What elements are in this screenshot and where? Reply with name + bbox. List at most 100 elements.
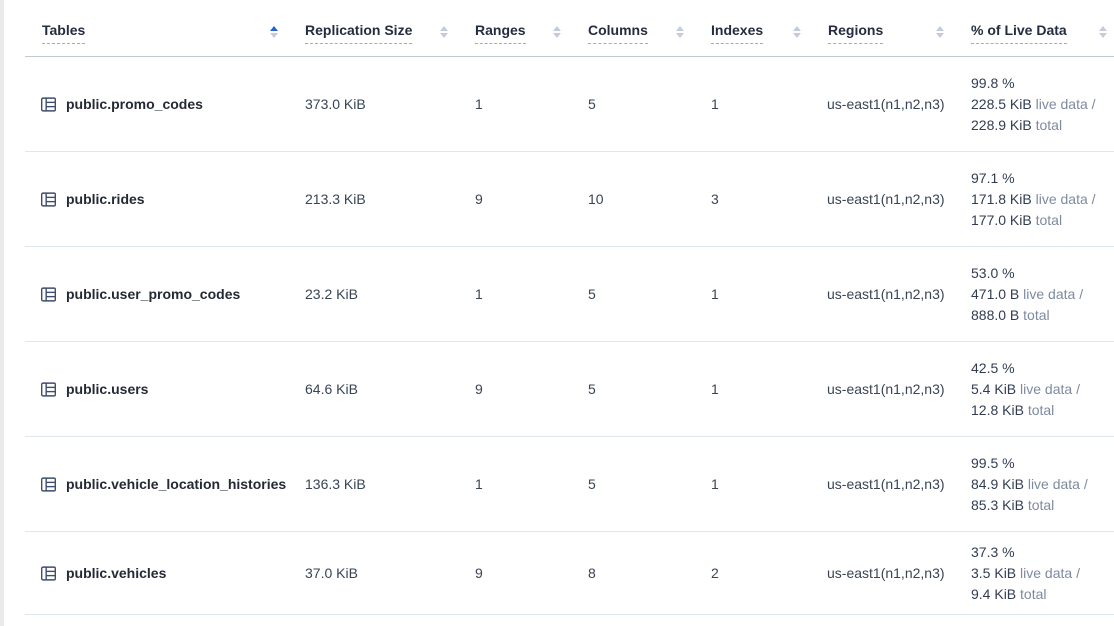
live-percent: 99.8 %	[971, 74, 1015, 91]
replication-size-cell: 64.6 KiB	[305, 381, 358, 397]
column-header-indexes[interactable]: Indexes	[696, 0, 813, 56]
ranges-cell: 1	[475, 476, 483, 492]
regions-cell: us-east1(n1,n2,n3)	[827, 565, 945, 581]
column-header-label: Indexes	[711, 22, 764, 44]
indexes-cell: 3	[711, 191, 719, 207]
total-data-line: 12.8 KiB total	[971, 401, 1055, 418]
column-header-columns[interactable]: Columns	[573, 0, 696, 56]
table-icon	[40, 381, 57, 398]
column-header-replication-size[interactable]: Replication Size	[290, 0, 460, 56]
column-header-live-data[interactable]: % of Live Data	[956, 0, 1114, 56]
total-data-line: 888.0 B total	[971, 306, 1050, 323]
table-row: public.vehicle_location_histories 136.3 …	[25, 437, 1114, 532]
indexes-cell: 1	[711, 381, 719, 397]
table-header-row: Tables Replication Size Ranges Columns I…	[25, 0, 1114, 57]
table-name-link[interactable]: public.rides	[66, 191, 145, 207]
replication-size-cell: 37.0 KiB	[305, 565, 358, 581]
column-header-tables[interactable]: Tables	[25, 0, 290, 56]
replication-size-cell: 136.3 KiB	[305, 476, 366, 492]
live-data-cell: 42.5 % 5.4 KiB live data / 12.8 KiB tota…	[956, 358, 1114, 421]
live-data-cell: 99.5 % 84.9 KiB live data / 85.3 KiB tot…	[956, 453, 1114, 516]
table-name-cell: public.rides	[25, 191, 290, 208]
regions-cell: us-east1(n1,n2,n3)	[827, 381, 945, 397]
column-header-regions[interactable]: Regions	[813, 0, 956, 56]
sort-icon	[676, 26, 684, 41]
sort-icon	[936, 26, 944, 41]
regions-cell: us-east1(n1,n2,n3)	[827, 476, 945, 492]
database-tables-table: Tables Replication Size Ranges Columns I…	[25, 0, 1114, 615]
table-name-link[interactable]: public.vehicles	[66, 565, 167, 581]
column-header-label: % of Live Data	[971, 22, 1067, 44]
table-name-link[interactable]: public.promo_codes	[66, 96, 203, 112]
live-data-cell: 53.0 % 471.0 B live data / 888.0 B total	[956, 263, 1114, 326]
live-data-line: 228.5 KiB live data /	[971, 95, 1096, 112]
table-name-cell: public.users	[25, 381, 290, 398]
column-header-label: Tables	[42, 22, 86, 44]
regions-cell: us-east1(n1,n2,n3)	[827, 191, 945, 207]
live-percent: 53.0 %	[971, 264, 1015, 281]
total-data-line: 85.3 KiB total	[971, 496, 1055, 513]
column-header-ranges[interactable]: Ranges	[460, 0, 573, 56]
indexes-cell: 1	[711, 476, 719, 492]
table-row: public.user_promo_codes 23.2 KiB 1 5 1 u…	[25, 247, 1114, 342]
table-name-link[interactable]: public.users	[66, 381, 149, 397]
total-data-line: 228.9 KiB total	[971, 116, 1063, 133]
live-percent: 97.1 %	[971, 169, 1015, 186]
table-name-cell: public.vehicles	[25, 565, 290, 582]
table-name-cell: public.user_promo_codes	[25, 286, 290, 303]
live-percent: 99.5 %	[971, 454, 1015, 471]
table-icon	[40, 191, 57, 208]
sort-icon	[440, 26, 448, 41]
table-name-link[interactable]: public.user_promo_codes	[66, 286, 241, 302]
ranges-cell: 1	[475, 286, 483, 302]
columns-cell: 5	[588, 286, 596, 302]
live-data-line: 3.5 KiB live data /	[971, 564, 1080, 581]
indexes-cell: 2	[711, 565, 719, 581]
column-header-label: Ranges	[475, 22, 526, 44]
live-data-cell: 37.3 % 3.5 KiB live data / 9.4 KiB total	[956, 542, 1114, 605]
table-icon	[40, 476, 57, 493]
sort-icon	[270, 26, 278, 41]
ranges-cell: 1	[475, 96, 483, 112]
columns-cell: 5	[588, 381, 596, 397]
column-header-label: Regions	[828, 22, 884, 44]
columns-cell: 10	[588, 191, 604, 207]
table-name-cell: public.vehicle_location_histories	[25, 476, 290, 493]
regions-cell: us-east1(n1,n2,n3)	[827, 286, 945, 302]
table-row: public.vehicles 37.0 KiB 9 8 2 us-east1(…	[25, 532, 1114, 615]
columns-cell: 5	[588, 96, 596, 112]
table-icon	[40, 565, 57, 582]
table-name-cell: public.promo_codes	[25, 96, 290, 113]
columns-cell: 8	[588, 565, 596, 581]
ranges-cell: 9	[475, 565, 483, 581]
total-data-line: 9.4 KiB total	[971, 585, 1047, 602]
sort-icon	[553, 26, 561, 41]
column-header-label: Columns	[588, 22, 648, 44]
replication-size-cell: 213.3 KiB	[305, 191, 366, 207]
live-percent: 42.5 %	[971, 359, 1015, 376]
live-data-cell: 97.1 % 171.8 KiB live data / 177.0 KiB t…	[956, 168, 1114, 231]
live-data-line: 5.4 KiB live data /	[971, 380, 1080, 397]
sort-icon	[793, 26, 801, 41]
replication-size-cell: 23.2 KiB	[305, 286, 358, 302]
table-name-link[interactable]: public.vehicle_location_histories	[66, 476, 287, 492]
total-data-line: 177.0 KiB total	[971, 211, 1063, 228]
table-icon	[40, 286, 57, 303]
column-header-label: Replication Size	[305, 22, 413, 44]
regions-cell: us-east1(n1,n2,n3)	[827, 96, 945, 112]
indexes-cell: 1	[711, 286, 719, 302]
live-percent: 37.3 %	[971, 543, 1015, 560]
sort-icon	[1099, 26, 1107, 41]
ranges-cell: 9	[475, 381, 483, 397]
table-row: public.promo_codes 373.0 KiB 1 5 1 us-ea…	[25, 57, 1114, 152]
replication-size-cell: 373.0 KiB	[305, 96, 366, 112]
ranges-cell: 9	[475, 191, 483, 207]
page-left-edge	[0, 0, 4, 626]
live-data-line: 84.9 KiB live data /	[971, 475, 1088, 492]
live-data-cell: 99.8 % 228.5 KiB live data / 228.9 KiB t…	[956, 73, 1114, 136]
table-row: public.rides 213.3 KiB 9 10 3 us-east1(n…	[25, 152, 1114, 247]
live-data-line: 471.0 B live data /	[971, 285, 1084, 302]
live-data-line: 171.8 KiB live data /	[971, 190, 1096, 207]
columns-cell: 5	[588, 476, 596, 492]
table-row: public.users 64.6 KiB 9 5 1 us-east1(n1,…	[25, 342, 1114, 437]
